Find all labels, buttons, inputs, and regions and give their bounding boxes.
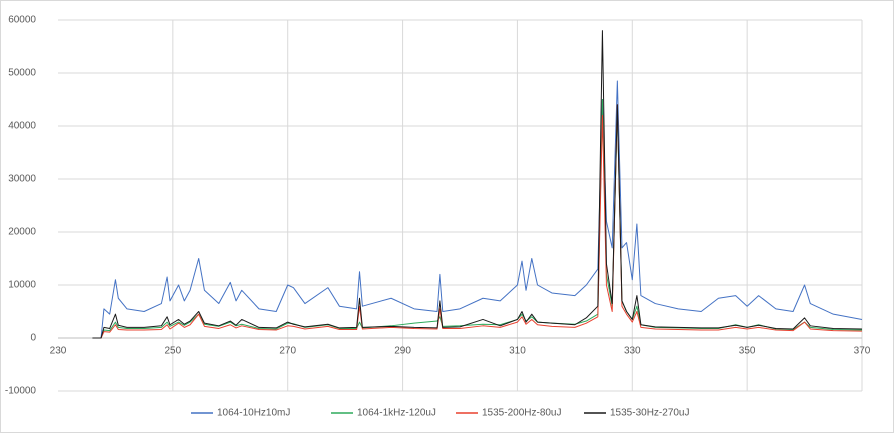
y-tick-label: 0	[30, 333, 36, 344]
series-line	[92, 104, 863, 339]
legend-label: 1064-10Hz10mJ	[217, 408, 290, 419]
x-tick-label: 310	[509, 346, 526, 357]
y-tick-label: 10000	[8, 280, 36, 291]
x-tick-label: 250	[165, 346, 182, 357]
y-tick-label: 20000	[8, 227, 36, 238]
y-tick-label: 60000	[8, 15, 36, 26]
x-tick-label: 230	[50, 346, 67, 357]
legend-label: 1535-200Hz-80uJ	[482, 408, 562, 419]
legend-label: 1064-1kHz-120uJ	[357, 408, 436, 419]
y-tick-label: -10000	[5, 386, 37, 397]
y-tick-label: 30000	[8, 174, 36, 185]
series-line	[92, 80, 863, 339]
y-tick-label: 50000	[8, 68, 36, 79]
x-tick-label: 370	[854, 346, 871, 357]
y-tick-label: 40000	[8, 121, 36, 132]
x-tick-label: 270	[279, 346, 296, 357]
x-tick-label: 290	[394, 346, 411, 357]
x-tick-label: 350	[739, 346, 756, 357]
grid: -10000 0 10000 20000 30000 40000 50000 60000 230…	[5, 15, 871, 397]
series-line	[92, 30, 863, 339]
legend: 1064-10Hz10mJ 1064-1kHz-120uJ 1535-200Hz-8…	[191, 408, 690, 419]
x-tick-label: 330	[624, 346, 641, 357]
legend-label: 1535-30Hz-270uJ	[610, 408, 690, 419]
plot-lines	[92, 30, 863, 339]
